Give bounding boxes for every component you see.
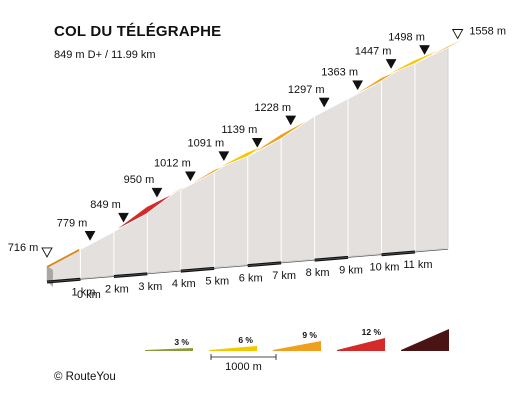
km-axis-line: [46, 248, 449, 283]
elevation-label: 716 m: [8, 242, 39, 254]
endpoint-marker: [41, 247, 53, 258]
legend-label: 6 %: [238, 335, 253, 345]
elevation-marker: [352, 80, 364, 91]
gradient-legend: 3 % 6 % 9 % 12 % 1000 m: [145, 327, 449, 373]
km-tick-label: 10 km: [370, 262, 400, 274]
elevation-label: 1447 m: [355, 45, 392, 57]
elevation-label: 1228 m: [254, 102, 291, 114]
legend-swatch: [401, 329, 449, 351]
legend-swatch: [273, 341, 321, 351]
elevation-label: 1091 m: [187, 138, 224, 150]
endpoint-marker: [451, 29, 464, 40]
km-tick-label: 7 km: [272, 270, 296, 282]
elevation-label: 950 m: [124, 174, 155, 186]
legend-label: 3 %: [174, 337, 189, 347]
km-tick-label: 8 km: [306, 267, 330, 279]
chart-title: COL DU TÉLÉGRAPHE: [54, 23, 222, 40]
elevation-marker: [218, 151, 230, 162]
elevation-label: 1363 m: [321, 67, 358, 79]
elevation-label: 1012 m: [154, 158, 191, 170]
km-tick-label: 1 km: [72, 286, 96, 298]
legend-swatch: [209, 346, 257, 351]
elevation-marker: [285, 115, 297, 126]
legend-swatch: [337, 338, 385, 351]
km-tick-label: 4 km: [172, 278, 196, 290]
km-tick-label: 5 km: [205, 275, 229, 287]
legend-label: 9 %: [302, 330, 317, 340]
scale-bar-label: 1000 m: [225, 361, 262, 373]
elevation-label: 849 m: [90, 199, 121, 211]
km-tick-label: 3 km: [138, 281, 162, 293]
elevation-label: 1498 m: [388, 31, 425, 43]
km-tick-label: 2 km: [105, 284, 129, 296]
km-tick-label: 11 km: [403, 259, 432, 271]
ribbon-cap: [47, 249, 79, 268]
elevation-marker: [251, 137, 263, 148]
elevation-label: 1558 m: [469, 26, 506, 38]
elevation-label: 779 m: [57, 217, 88, 229]
routeyou-credit: © RouteYou: [54, 371, 116, 383]
profile-body: [46, 30, 481, 287]
legend-swatch: [145, 348, 193, 351]
elevation-marker: [184, 171, 196, 182]
legend-label: 12 %: [362, 327, 382, 337]
elevation-label: 1139 m: [221, 124, 257, 136]
km-tick-label: 0 km: [77, 289, 101, 301]
elevation-marker: [419, 45, 430, 55]
elevation-marker: [118, 212, 129, 223]
elevation-marker: [318, 97, 330, 108]
elevation-marker: [385, 59, 397, 69]
chart-subtitle: 849 m D+ / 11.99 km: [54, 49, 156, 61]
elevation-marker: [84, 231, 96, 241]
elevation-label: 1297 m: [288, 84, 325, 96]
gradient-segment: [414, 30, 481, 64]
km-tick-label: 9 km: [339, 264, 363, 276]
km-tick-label: 6 km: [239, 273, 263, 285]
elevation-marker: [151, 187, 163, 198]
